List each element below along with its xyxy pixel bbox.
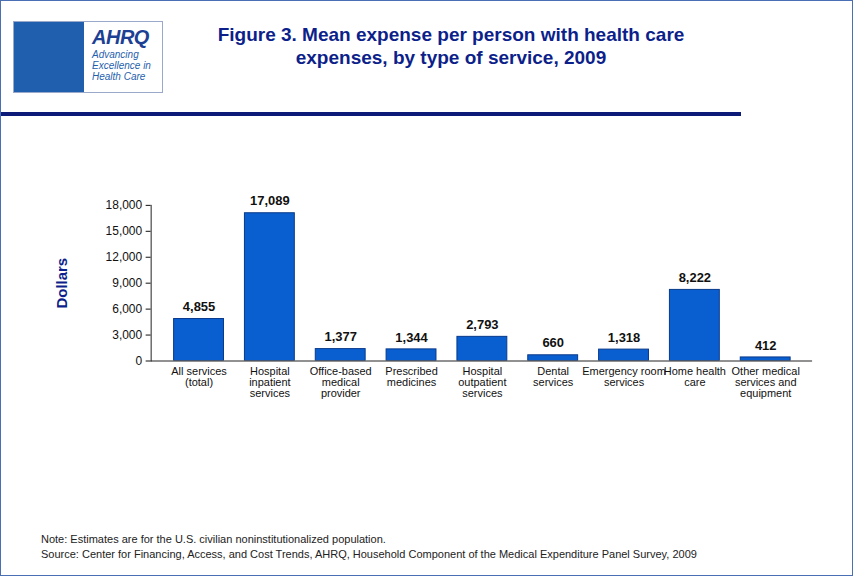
svg-text:Dollars: Dollars [53,258,70,309]
svg-text:1,344: 1,344 [395,330,428,345]
svg-text:3,000: 3,000 [112,328,142,342]
html-text:Note: Estimates are for the U.: Note: Estimates are for the U.S. civilia… [41,533,386,545]
svg-text:8,222: 8,222 [679,270,711,285]
svg-text:Office-basedmedicalprovider: Office-basedmedicalprovider [310,365,372,399]
html-text:Advancing Excellence in Health: Advancing Excellence in Health Care [92,49,151,82]
svg-text:Home healthcare: Home healthcare [664,365,726,388]
svg-text:Emergency roomservices: Emergency roomservices [582,365,666,388]
svg-text:9,000: 9,000 [112,276,142,290]
svg-text:Prescribedmedicines: Prescribedmedicines [385,365,437,388]
svg-text:6,000: 6,000 [112,302,142,316]
svg-text:12,000: 12,000 [106,250,143,264]
svg-text:All services(total): All services(total) [171,365,227,388]
svg-text:1,318: 1,318 [608,330,640,345]
svg-text:2,793: 2,793 [466,317,498,332]
svg-text:412: 412 [755,338,777,353]
svg-text:660: 660 [542,335,564,350]
svg-text:15,000: 15,000 [106,224,143,238]
html-text:AHRQ: AHRQ [92,26,149,48]
svg-text:1,377: 1,377 [324,329,356,344]
html-text:Figure 3. Mean expense per per: Figure 3. Mean expense per person with h… [217,24,685,68]
svg-text:Hospitaloutpatientservices: Hospitaloutpatientservices [458,365,506,399]
svg-text:Other medicalservices andequip: Other medicalservices andequipment [732,365,800,399]
svg-text:18,000: 18,000 [106,198,143,212]
svg-text:17,089: 17,089 [250,193,290,208]
svg-text:Hospitalinpatientservices: Hospitalinpatientservices [249,365,290,399]
svg-text:0: 0 [136,354,143,368]
svg-text:Dentalservices: Dentalservices [533,365,574,388]
svg-text:4,855: 4,855 [183,299,215,314]
html-text:Source: Center for Financing,: Source: Center for Financing, Access, an… [41,548,697,560]
